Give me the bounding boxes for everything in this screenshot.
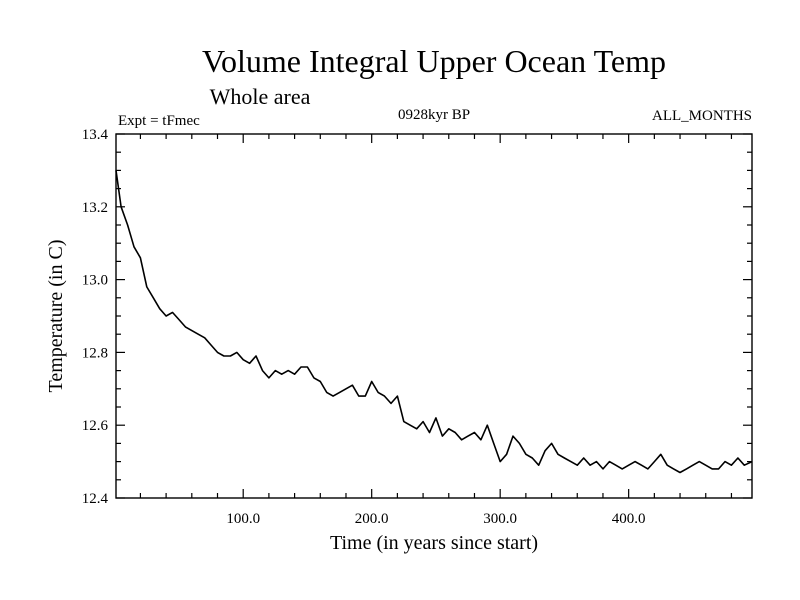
x-tick-label: 100.0 [226,511,260,527]
expt-label: Expt = tFmec [118,113,200,129]
y-tick-label: 12.4 [82,491,109,507]
chart-subtitle: Whole area [210,84,311,109]
temperature-line [115,170,753,474]
y-tick-label: 13.4 [82,127,109,143]
x-axis-label: Time (in years since start) [330,532,538,554]
y-tick-label: 13.2 [82,200,108,216]
plot-frame [115,133,753,499]
x-axis: 100.0 200.0 300.0 400.0 [139,134,733,527]
y-tick-label: 12.6 [82,418,109,434]
y-tick-label: 13.0 [82,273,108,289]
chart-title: Volume Integral Upper Ocean Temp [202,43,666,79]
months-label: ALL_MONTHS [652,108,752,124]
x-tick-label: 200.0 [355,511,389,527]
x-tick-label: 300.0 [483,511,517,527]
x-tick-label: 400.0 [612,511,646,527]
period-label: 0928kyr BP [398,107,470,123]
y-axis: 12.4 12.6 12.8 13.0 13.2 13.4 [82,127,752,507]
y-axis-label: Temperature (in C) [45,240,67,393]
y-tick-label: 12.8 [82,345,108,361]
